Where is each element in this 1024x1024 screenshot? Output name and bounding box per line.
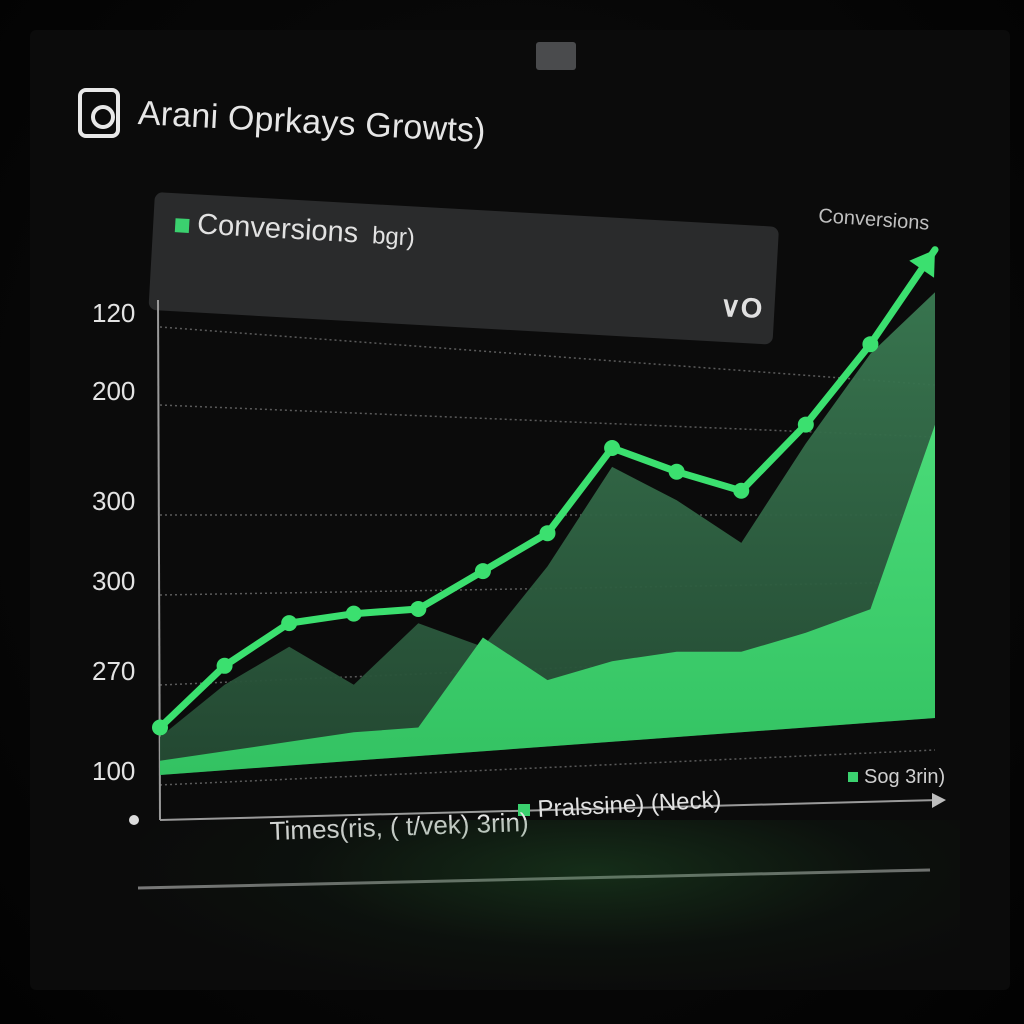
data-point (733, 482, 750, 499)
data-point (216, 657, 233, 674)
y-tick-label: 300 (92, 566, 135, 596)
axis-origin-dot (129, 815, 139, 825)
legend-swatch (518, 804, 530, 816)
legend-bottom: Pralssine) (Neck) (537, 786, 722, 823)
screen-glow (140, 820, 960, 990)
data-point (152, 719, 168, 736)
chart-labels: 120 200 300 300 270 100 Conversions Sog 3rin) Pr… (92, 205, 945, 846)
app-header: Arani Oprkays Growts) (78, 88, 487, 150)
trend-arrow-icon (909, 249, 935, 278)
legend-bottom-right: Sog 3rin) (864, 766, 945, 788)
data-point (668, 463, 685, 480)
data-point (410, 600, 427, 617)
y-tick-label: 200 (92, 376, 135, 406)
data-point (474, 563, 491, 580)
x-axis-line (159, 799, 941, 821)
area-series (160, 292, 935, 775)
line-series (152, 246, 939, 736)
data-point (862, 336, 879, 353)
baseline-bar (137, 868, 931, 890)
camera-notch (536, 42, 576, 70)
data-point (345, 605, 362, 622)
grid-line (159, 326, 936, 386)
area-light-series (160, 424, 935, 775)
data-point (539, 525, 556, 542)
camera-logo-icon (78, 88, 120, 138)
y-tick-label: 100 (92, 756, 135, 786)
data-point (797, 416, 814, 433)
y-tick-label: 270 (92, 656, 135, 686)
data-point (281, 615, 298, 632)
legend-top-right: Conversions (818, 205, 930, 235)
y-axis-line (157, 299, 161, 821)
y-tick-label: 120 (92, 298, 135, 328)
grid-line (159, 749, 936, 786)
legend-swatch (848, 772, 858, 782)
x-axis-arrow-icon (932, 793, 946, 808)
y-tick-label: 300 (92, 486, 135, 516)
data-point (604, 439, 621, 456)
